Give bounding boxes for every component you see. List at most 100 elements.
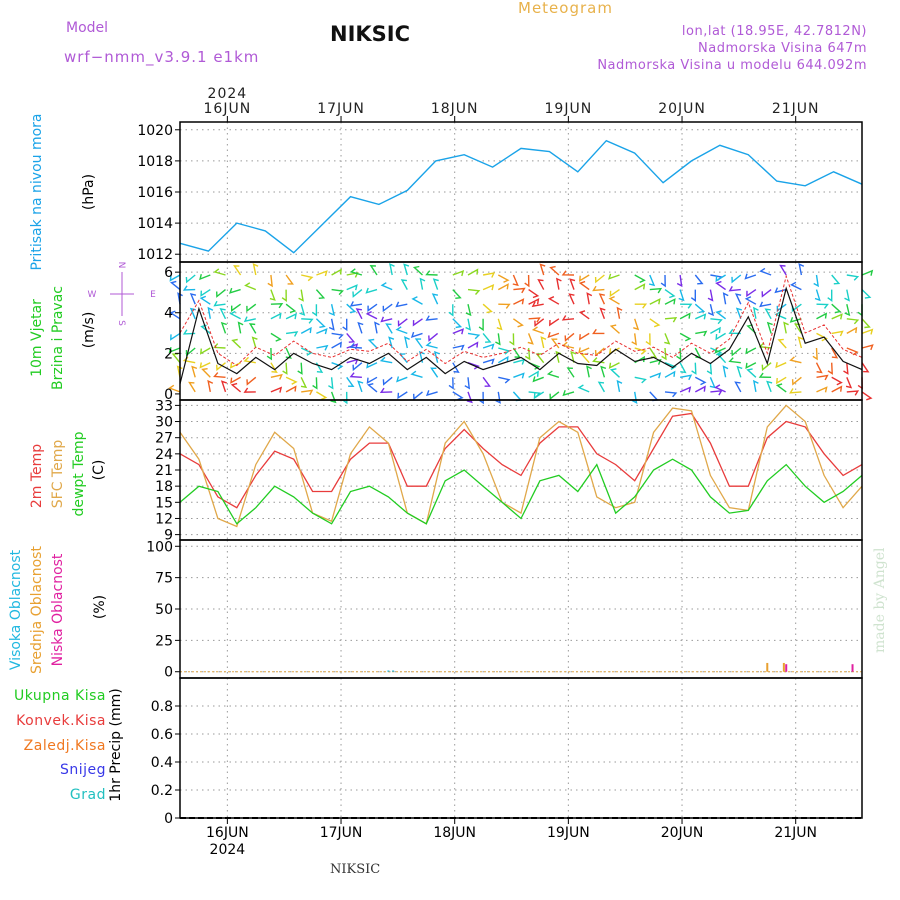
wind-barb bbox=[380, 282, 393, 291]
wind-barb bbox=[331, 332, 344, 340]
compass-east: E bbox=[150, 290, 156, 300]
wind-barb bbox=[594, 274, 605, 284]
wind-barb bbox=[495, 333, 501, 346]
cloud-bar bbox=[387, 670, 390, 672]
wind-barb bbox=[331, 341, 342, 349]
wind-barb bbox=[365, 310, 378, 320]
wind-barb bbox=[379, 356, 393, 364]
wind-barb bbox=[524, 347, 531, 361]
wind-barb bbox=[465, 304, 472, 317]
wind-barb bbox=[342, 391, 348, 405]
wind-barb bbox=[812, 347, 818, 361]
wind-barb bbox=[266, 347, 273, 361]
wind-barb bbox=[452, 344, 465, 351]
wind-barb bbox=[482, 284, 495, 291]
wind-barb bbox=[379, 387, 393, 394]
wind-barb bbox=[366, 376, 378, 384]
wind-barb bbox=[169, 280, 181, 291]
wind-barb bbox=[539, 263, 546, 276]
wind-barb bbox=[452, 362, 460, 373]
y-tick-label: 0 bbox=[164, 387, 173, 403]
wind-barb bbox=[528, 298, 540, 305]
wind-barb bbox=[495, 391, 501, 404]
wind-barb bbox=[213, 372, 226, 378]
wind-barb bbox=[734, 293, 742, 305]
wind-barb bbox=[745, 347, 757, 355]
wind-barb bbox=[846, 347, 859, 356]
wind-barb bbox=[844, 289, 850, 302]
wind-barb bbox=[252, 262, 259, 276]
compass-south: S bbox=[116, 320, 126, 326]
wind-barb bbox=[524, 274, 530, 288]
wind-barb bbox=[248, 323, 257, 334]
wind-barb bbox=[734, 381, 742, 393]
precip-legend-item: Ukupna Kisa bbox=[14, 688, 106, 704]
wind-barb bbox=[537, 279, 545, 290]
wind-barb bbox=[199, 274, 211, 281]
wind-barb bbox=[586, 365, 592, 378]
y-tick-label: 0.4 bbox=[151, 755, 173, 771]
wind-barb bbox=[679, 374, 693, 381]
wind-barb bbox=[316, 270, 328, 277]
wind-barb bbox=[170, 332, 181, 341]
wind-barb bbox=[512, 274, 519, 287]
wind-barb bbox=[649, 391, 659, 402]
wind-barb bbox=[352, 289, 363, 298]
wind-barb bbox=[301, 274, 314, 282]
wind-barb bbox=[346, 271, 359, 278]
wind-barb bbox=[592, 285, 605, 292]
wind-barb bbox=[243, 387, 256, 393]
wind-barb bbox=[691, 362, 697, 375]
wind-barb bbox=[432, 278, 439, 290]
wind-barb bbox=[634, 303, 648, 309]
cloud-bar bbox=[392, 670, 395, 672]
compass-west: W bbox=[88, 290, 97, 300]
wind-barb bbox=[246, 303, 257, 313]
wind-barb bbox=[176, 365, 183, 378]
wind-barb bbox=[220, 380, 228, 393]
y-tick-label: 1020 bbox=[137, 123, 173, 139]
wind-barb bbox=[608, 295, 620, 305]
wind-barb bbox=[547, 331, 560, 339]
y-tick-label: 1012 bbox=[137, 247, 173, 263]
wind-barb bbox=[774, 287, 787, 294]
wind-barb bbox=[285, 303, 297, 314]
wind-barb bbox=[694, 376, 707, 386]
wind-barb bbox=[169, 274, 181, 282]
wind-barb bbox=[649, 347, 658, 359]
wind-barb bbox=[452, 318, 463, 329]
wind-barb bbox=[419, 277, 426, 290]
wind-barb bbox=[497, 283, 509, 291]
precip-legend-item: Zaledj.Kisa bbox=[24, 738, 106, 754]
series-layer bbox=[179, 139, 863, 673]
wind-barb bbox=[766, 380, 773, 393]
wind-barb bbox=[633, 318, 640, 331]
wind-barb bbox=[549, 318, 560, 327]
wind-barb bbox=[229, 362, 241, 369]
wind-barb bbox=[695, 313, 707, 320]
wind-barb bbox=[846, 318, 860, 325]
wind-barb bbox=[482, 376, 491, 387]
pressure-line bbox=[179, 139, 863, 254]
wind-barb bbox=[452, 328, 465, 335]
wind-barb bbox=[244, 282, 257, 291]
wind-barb bbox=[352, 362, 363, 372]
y-tick-label: 27 bbox=[155, 431, 173, 447]
wind-barb bbox=[411, 296, 423, 305]
wind-barb bbox=[813, 274, 819, 288]
wind-barb bbox=[467, 332, 481, 340]
lonlat-label: lon,lat (18.95E, 42.7812N) bbox=[681, 24, 867, 39]
wind-barb bbox=[569, 278, 576, 290]
wind-barb bbox=[316, 328, 328, 335]
wind-barb bbox=[414, 338, 424, 349]
wind-barb bbox=[645, 333, 651, 346]
wind-barb bbox=[285, 376, 298, 385]
wind-barb bbox=[578, 274, 590, 283]
model-elevation-label: Nadmorska Visina u modelu 644.092m bbox=[597, 58, 867, 73]
precip-legend-item: Grad bbox=[70, 787, 106, 803]
wind-barb bbox=[465, 318, 472, 331]
wind-barb bbox=[676, 274, 683, 288]
bottom-date-label: 16JUN bbox=[206, 825, 249, 841]
wind-barb bbox=[467, 268, 479, 276]
